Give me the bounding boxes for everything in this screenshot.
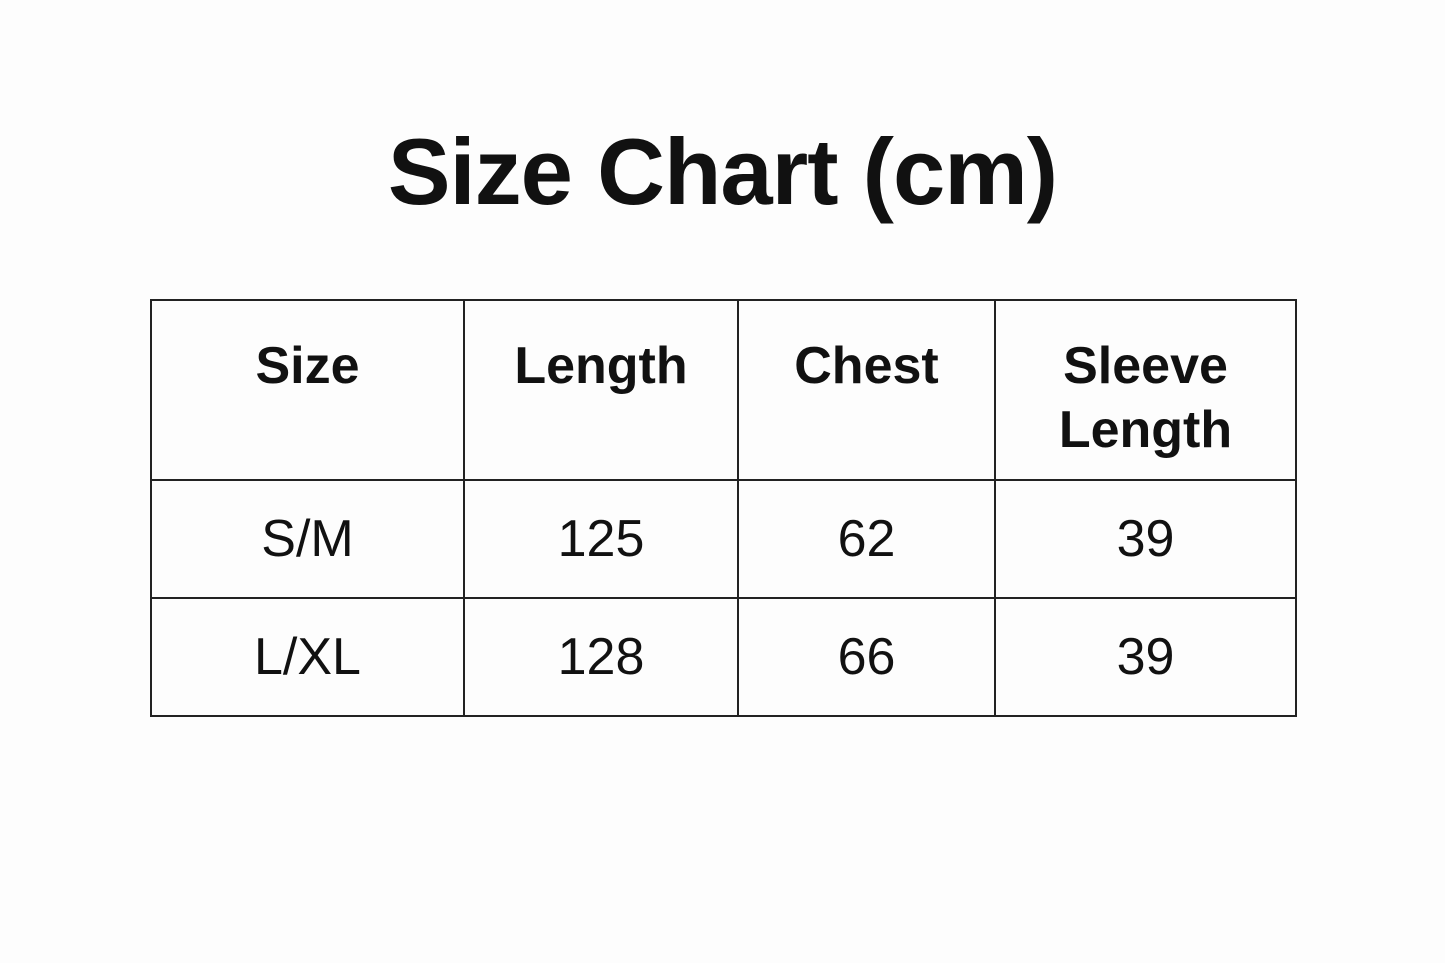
header-size: Size	[150, 299, 465, 481]
cell-sleeve-length: 39	[994, 479, 1297, 599]
table-header-row: Size Length Chest Sleeve Length	[150, 299, 1297, 481]
cell-length: 128	[463, 597, 739, 717]
cell-length: 125	[463, 479, 739, 599]
cell-chest: 62	[737, 479, 996, 599]
cell-sleeve-length: 39	[994, 597, 1297, 717]
size-chart-table: Size Length Chest Sleeve Length S/M 125 …	[150, 299, 1297, 717]
header-length: Length	[463, 299, 739, 481]
cell-size: L/XL	[150, 597, 465, 717]
header-sleeve-length: Sleeve Length	[994, 299, 1297, 481]
cell-chest: 66	[737, 597, 996, 717]
page-title: Size Chart (cm)	[387, 119, 1058, 224]
cell-size: S/M	[150, 479, 465, 599]
header-chest: Chest	[737, 299, 996, 481]
table-row: L/XL 128 66 39	[150, 597, 1297, 717]
table-row: S/M 125 62 39	[150, 479, 1297, 599]
